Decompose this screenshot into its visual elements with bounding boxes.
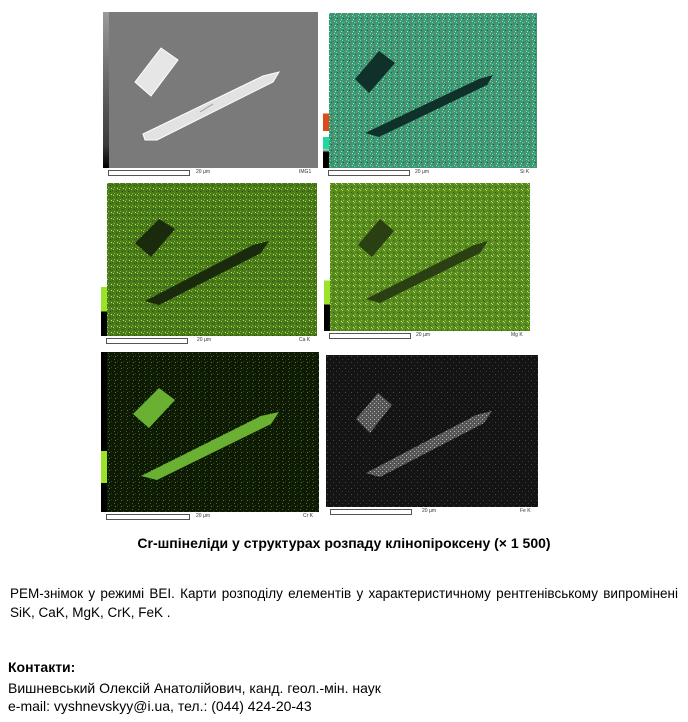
panel-label-si: Si K [520,169,530,175]
scale-bar [106,338,188,344]
scale-bar [108,170,190,176]
panel-label-fe: Fe K [520,508,531,514]
scale-label: 20 µm [196,169,210,175]
panel-si-map: 20 µm Si K [323,13,537,180]
mg-colorbar [324,183,330,331]
contacts-heading: Контакти: [8,659,76,675]
panel-mg-map: 20 µm Mg K [324,183,530,343]
bse-colorbar [103,12,109,168]
panel-label-ca: Ca K [299,337,311,343]
panel-bse-image: 20 µm IMG1 [103,12,318,180]
panel-label-mg: Mg K [511,332,523,338]
ca-map [106,183,317,336]
scale-label: 20 µm [197,337,211,343]
mg-map [329,183,530,331]
panel-label-img1: IMG1 [299,169,312,175]
bse-map [108,12,318,168]
scale-label: 20 µm [422,508,436,514]
ca-colorbar [101,183,107,336]
scale-bar [106,514,190,520]
si-colorbar [323,13,329,168]
contacts-email: e-mail: vyshnevskyy@i.ua, тел.: (044) 42… [8,698,312,714]
figure-description: РЕМ-знімок у режимі BEI. Карти розподілу… [10,586,678,620]
cr-map [106,352,319,512]
panel-ca-map: 20 µm Ca K [101,183,317,346]
scale-bar [329,333,411,339]
scale-label: 20 µm [416,332,430,338]
figure-caption: Cr-шпінеліди у структурах розпаду кліноп… [137,535,551,551]
scale-label: 20 µm [196,513,210,519]
si-map [328,13,537,168]
fe-map [326,355,538,507]
panel-cr-map: 20 µm Cr K [101,352,319,522]
scale-label: 20 µm [415,169,429,175]
scale-bar [330,509,412,515]
cr-colorbar [101,352,107,512]
scale-bar [328,170,410,176]
panel-fe-map: 20 µm Fe K [326,355,538,517]
panel-label-cr: Cr K [303,513,313,519]
contacts-name: Вишневський Олексій Анатолійович, канд. … [8,680,381,696]
